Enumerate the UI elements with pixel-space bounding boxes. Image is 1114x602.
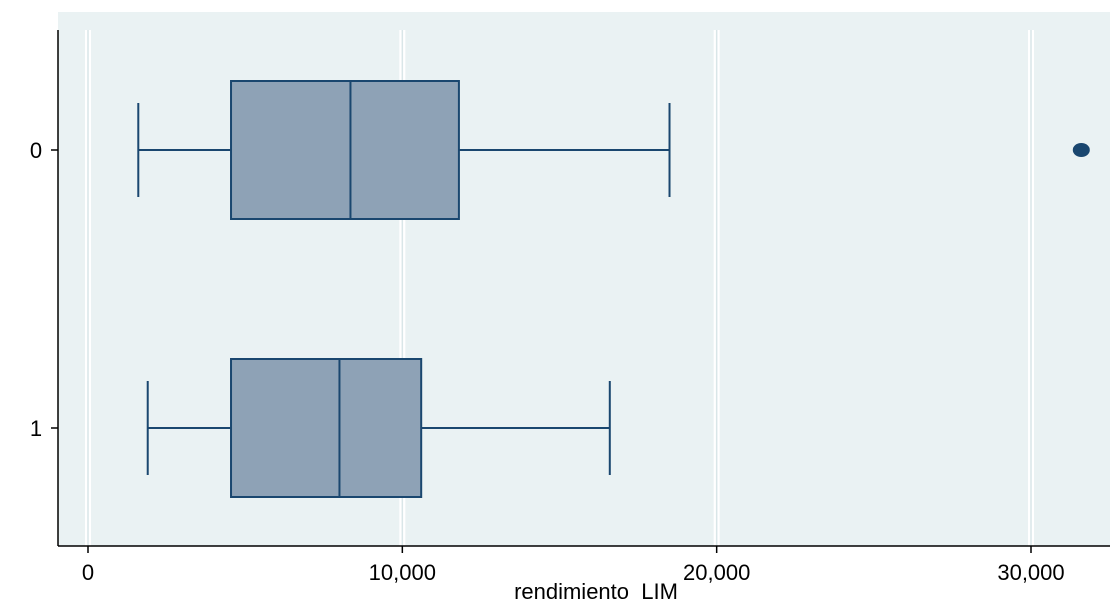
x-tick-label: 30,000 [997,560,1064,585]
boxes [137,80,1090,498]
x-axis-title: rendimiento_LIM [514,579,678,602]
x-tick-label: 10,000 [369,560,436,585]
y-tick-label: 0 [30,138,42,163]
x-tick-label: 20,000 [683,560,750,585]
box-group-0 [137,80,1090,220]
x-tick-label: 0 [82,560,94,585]
y-tick-label: 1 [30,416,42,441]
iqr-box [230,358,423,498]
axis-ticks: 0 10,000 20,000 30,000 0 1 [30,138,1065,585]
iqr-box [230,80,460,220]
box-group-1 [146,358,611,498]
outlier-point [1072,143,1090,157]
plot-region [58,12,1110,546]
